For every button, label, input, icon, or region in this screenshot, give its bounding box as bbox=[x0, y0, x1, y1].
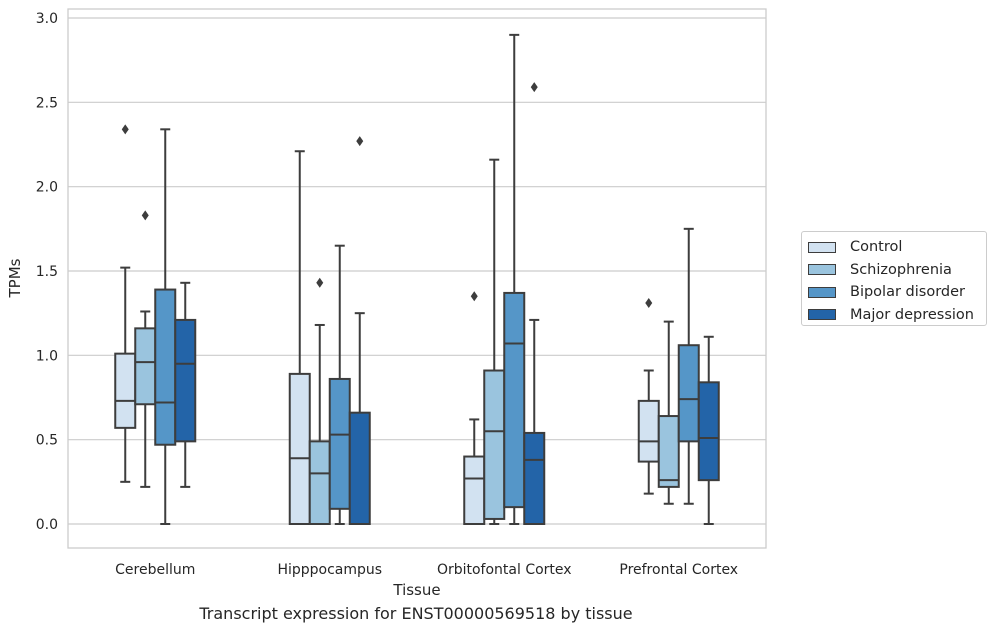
x-tick-label: Hipppocampus bbox=[277, 562, 382, 578]
legend-label: Control bbox=[850, 239, 903, 256]
outlier-point bbox=[356, 136, 364, 147]
y-axis-label: TPMs bbox=[6, 258, 24, 298]
outlier-point bbox=[316, 277, 324, 288]
x-tick-label: Orbitofontal Cortex bbox=[437, 562, 572, 578]
outlier-point bbox=[645, 298, 653, 309]
box-iqr bbox=[134, 327, 157, 406]
box-iqr bbox=[523, 431, 546, 526]
box-iqr bbox=[503, 291, 526, 509]
legend-swatch bbox=[808, 309, 836, 321]
box-iqr bbox=[288, 372, 311, 525]
box-schizophrenia bbox=[134, 210, 157, 488]
y-tick-label: 0.0 bbox=[36, 517, 58, 533]
legend-swatch bbox=[808, 286, 836, 298]
x-tick-label: Prefrontal Cortex bbox=[619, 562, 738, 578]
box-major-depression bbox=[174, 281, 197, 488]
box-schizophrenia bbox=[657, 320, 680, 505]
box-bipolar-disorder bbox=[677, 227, 700, 505]
box-iqr bbox=[154, 288, 177, 446]
box-major-depression bbox=[523, 82, 546, 526]
legend-swatch bbox=[808, 264, 836, 276]
y-tick-label: 3.0 bbox=[36, 11, 58, 27]
legend-swatch bbox=[808, 241, 836, 253]
legend-label: Bipolar disorder bbox=[850, 284, 965, 301]
outlier-point bbox=[121, 124, 129, 135]
box-iqr bbox=[308, 440, 331, 525]
legend-label: Schizophrenia bbox=[850, 261, 952, 278]
figure-caption: Transcript expression for ENST0000056951… bbox=[199, 604, 633, 623]
y-tick-label: 2.0 bbox=[36, 180, 58, 196]
box-iqr bbox=[483, 369, 506, 520]
box-iqr bbox=[463, 455, 486, 525]
legend-item: Bipolar disorder bbox=[808, 281, 986, 304]
box-major-depression bbox=[697, 335, 720, 525]
box-iqr bbox=[174, 318, 197, 443]
box-iqr bbox=[637, 399, 660, 463]
legend-item: Schizophrenia bbox=[808, 259, 986, 282]
y-tick-label: 1.5 bbox=[36, 264, 58, 280]
box-iqr bbox=[697, 381, 720, 482]
box-control bbox=[288, 150, 311, 525]
outlier-point bbox=[470, 291, 478, 302]
box-major-depression bbox=[348, 136, 371, 525]
y-tick-label: 0.5 bbox=[36, 433, 58, 449]
x-tick-label: Cerebellum bbox=[115, 562, 195, 578]
legend-label: Major depression bbox=[850, 306, 974, 323]
box-control bbox=[637, 298, 660, 495]
y-tick-label: 1.0 bbox=[36, 348, 58, 364]
box-bipolar-disorder bbox=[328, 244, 351, 525]
box-bipolar-disorder bbox=[503, 33, 526, 525]
box-bipolar-disorder bbox=[154, 128, 177, 525]
box-iqr bbox=[348, 411, 371, 525]
outlier-point bbox=[141, 210, 149, 221]
box-iqr bbox=[328, 377, 351, 510]
y-tick-label: 2.5 bbox=[36, 95, 58, 111]
outlier-point bbox=[530, 82, 538, 93]
box-iqr bbox=[114, 352, 137, 429]
legend: Control Schizophrenia Bipolar disorder Majo… bbox=[801, 231, 987, 326]
box-schizophrenia bbox=[483, 158, 506, 525]
x-axis-label: Tissue bbox=[392, 581, 440, 599]
legend-item: Control bbox=[808, 236, 986, 259]
box-iqr bbox=[657, 415, 680, 488]
box-iqr bbox=[677, 344, 700, 443]
legend-item: Major depression bbox=[808, 304, 986, 327]
